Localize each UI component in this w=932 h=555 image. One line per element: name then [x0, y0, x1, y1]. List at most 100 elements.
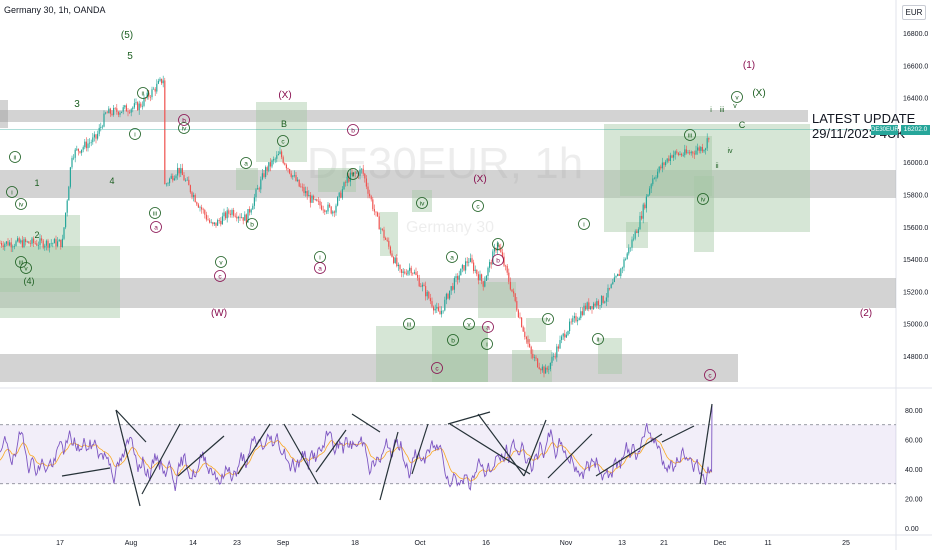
candle-body — [289, 169, 291, 174]
wave-label: (1) — [743, 60, 755, 71]
candle-body — [645, 196, 647, 209]
candle-body — [209, 220, 211, 223]
target-zone — [0, 215, 80, 292]
candle-body — [77, 148, 79, 152]
candle-body — [346, 176, 348, 183]
wave-circle-label-ring — [9, 151, 21, 163]
candle-body — [383, 229, 385, 238]
candle-body — [178, 167, 180, 174]
candle-body — [557, 346, 559, 349]
candle-body — [500, 247, 502, 253]
candle-body — [21, 240, 23, 248]
wave-label: (4) — [24, 276, 35, 286]
candle-body — [493, 248, 495, 252]
candle-body — [348, 176, 350, 182]
candle-body — [90, 142, 92, 143]
candle-body — [236, 216, 238, 219]
candle-body — [345, 182, 347, 183]
candle-body — [479, 274, 481, 281]
rsi-trendline — [351, 413, 381, 433]
candle-body — [313, 195, 315, 200]
candle-body — [329, 204, 331, 207]
candle-body — [469, 258, 471, 262]
candle-body — [105, 112, 107, 114]
candle-body — [114, 107, 116, 109]
wave-circle-label-text: b — [250, 222, 254, 229]
candle-body — [193, 195, 195, 197]
wave-circle-label-text: ii — [597, 337, 600, 344]
candle-body — [434, 308, 436, 311]
candle-body — [412, 273, 414, 274]
wave-circle-label: c — [431, 362, 443, 374]
candle-body — [333, 211, 335, 213]
candle-body — [649, 188, 651, 195]
wave-circle-label-ring — [403, 318, 415, 330]
wave-circle-label: ii — [592, 333, 604, 345]
wave-circle-label-ring — [149, 207, 161, 219]
candle-body — [429, 298, 431, 302]
candle-body — [572, 318, 574, 322]
watermark-name: Germany 30 — [406, 219, 494, 236]
latest-update-line1: LATEST UPDATE — [812, 111, 916, 126]
candle-body — [367, 186, 369, 194]
candle-body — [143, 97, 145, 106]
candle-body — [281, 151, 283, 158]
price-tick-label: 15600.0 — [903, 225, 928, 232]
candle-body — [231, 210, 233, 215]
candle-body — [223, 212, 225, 217]
candle-body — [594, 303, 596, 306]
candle-body — [55, 239, 57, 247]
wave-circle-label-text: b — [351, 128, 355, 135]
candle-body — [517, 310, 519, 318]
wave-circle-label: i — [6, 186, 18, 198]
candle-body — [581, 311, 583, 315]
candle-body — [343, 182, 345, 190]
candle-body — [317, 200, 319, 202]
candle-body — [621, 267, 623, 269]
candle-body — [634, 231, 636, 239]
wave-circle-label-text: a — [486, 325, 490, 332]
candle-body — [370, 196, 372, 200]
candle-body — [543, 366, 545, 374]
candle-body — [125, 105, 127, 112]
candle-body — [548, 369, 550, 370]
candle-body — [361, 168, 363, 170]
price-tick-label: 15000.0 — [903, 322, 928, 329]
candle-body — [620, 268, 622, 277]
candle-body — [205, 214, 207, 220]
candle-body — [180, 168, 182, 174]
candle-body — [535, 357, 537, 359]
candle-body — [257, 188, 259, 190]
wave-circle-label-text: i — [319, 255, 320, 262]
candle-body — [409, 267, 411, 271]
wave-circle-label-ring — [347, 168, 359, 180]
wave-circle-label-text: b — [451, 338, 455, 345]
candle-body — [185, 180, 187, 181]
candle-body — [625, 259, 627, 260]
candle-body — [157, 80, 159, 84]
candle-body — [68, 186, 70, 201]
candle-body — [37, 245, 39, 246]
wave-circle-label-ring — [684, 129, 696, 141]
candle-body — [511, 289, 513, 292]
wave-circle-label-text: b — [496, 258, 500, 265]
candle-body — [39, 238, 41, 246]
candle-body — [567, 331, 569, 335]
candle-body — [61, 238, 63, 248]
candle-body — [23, 239, 25, 248]
candle-body — [15, 241, 17, 246]
candle-body — [20, 240, 22, 243]
time-tick-label: 25 — [842, 540, 850, 547]
candle-body — [583, 305, 585, 315]
wave-label: 2 — [34, 230, 39, 240]
candle-body — [221, 216, 223, 225]
candle-body — [213, 222, 215, 225]
currency-button[interactable]: EUR — [902, 5, 926, 20]
time-tick-label: 23 — [233, 540, 241, 547]
candle-body — [415, 272, 417, 275]
candle-body — [159, 78, 161, 81]
rsi-trendline — [447, 411, 491, 425]
rsi-trendline — [477, 413, 525, 477]
